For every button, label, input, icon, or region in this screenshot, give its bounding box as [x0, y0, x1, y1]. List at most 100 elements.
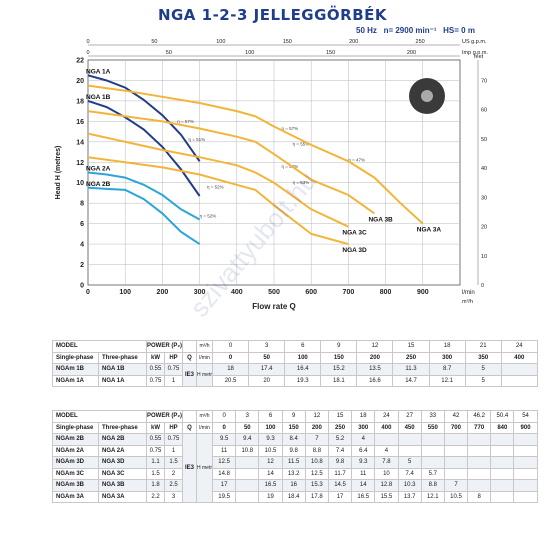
table-header-model: MODEL	[51, 340, 148, 353]
table-cell-three: NGA 3C	[97, 467, 148, 480]
table-header-lmin: l/min	[196, 351, 214, 364]
table-header-power: POWER (P₂)	[146, 410, 184, 423]
table-cell-h: 16.6	[356, 374, 394, 387]
table-header-kw: kW	[146, 421, 166, 434]
top-axis-tick: 150	[283, 39, 292, 45]
series-label: NGA 3A	[417, 227, 442, 234]
x-tick-label: 600	[305, 289, 317, 296]
table-cell-h	[235, 467, 260, 480]
top-axis-tick: 100	[245, 50, 254, 56]
table-cell-kw: 0.55	[146, 363, 166, 376]
table-cell-h: 14.7	[392, 374, 430, 387]
table-cell-h: 10.8	[235, 444, 260, 457]
table-cell-hp: 1	[164, 444, 184, 457]
table-cell-h: 5	[397, 456, 422, 469]
right-axis-tick: 30	[481, 195, 487, 201]
table-cell-h: 8	[467, 490, 492, 503]
table-cell-h: 14	[351, 479, 376, 492]
table-cell-single: NGAm 1B	[52, 363, 99, 376]
table-cell-h: 12.5	[304, 467, 329, 480]
efficiency-label: η = 51%	[188, 137, 205, 142]
table-cell-hp: 3	[164, 490, 184, 503]
table-cell-h	[467, 444, 492, 457]
x-tick-label: 900	[417, 289, 429, 296]
right-axis-tick: 0	[481, 283, 484, 289]
table-cell-h	[443, 433, 469, 446]
table-cell-h: 5.7	[420, 467, 445, 480]
table-header-q-lmin: 100	[284, 351, 322, 364]
right-axis-tick: 50	[481, 137, 487, 143]
table-cell-h: 17	[212, 479, 237, 492]
y-tick-label: 4	[80, 242, 84, 249]
table-cell-h	[467, 433, 492, 446]
table-row: NGAm 3C NGA 3C 1.5 2 14.8 14 13.2 12.5 11.7 11 10 7…	[52, 467, 538, 480]
table-cell-h	[513, 456, 538, 469]
right-unit-label: m³/h	[462, 299, 473, 305]
table-header-q-m3h: 3	[235, 410, 260, 423]
x-tick-label: 500	[268, 289, 280, 296]
table-header-single: Single-phase	[52, 351, 99, 364]
table-cell-h: 9.8	[281, 444, 306, 457]
top-axis-tick: 0	[86, 39, 89, 45]
table-cell-three: NGA 2A	[97, 444, 148, 457]
table-row: NGAm 1A NGA 1A 0.75 1 20.5 20 19.3 18.1 16.6 14.7…	[52, 374, 538, 387]
table-cell-h	[490, 467, 515, 480]
table-header-q-lmin: 200	[356, 351, 394, 364]
y-tick-label: 22	[76, 58, 84, 65]
top-axis-tick: 0	[86, 50, 89, 56]
x-unit-label: l/min	[462, 290, 475, 296]
table-header-q-lmin: 50	[248, 351, 286, 364]
table-cell-single: NGAm 1A	[52, 374, 99, 387]
table-header-q-m3h: 24	[374, 410, 399, 423]
top-axis-label: Imp g.p.m.	[462, 50, 488, 56]
series-label: NGA 3B	[368, 216, 393, 223]
table-header-q-lmin: 900	[513, 421, 538, 434]
table-cell-single: NGAm 3A	[52, 490, 99, 503]
table-header-q-m3h: 9	[281, 410, 306, 423]
table-cell-kw: 0.75	[146, 374, 166, 387]
table-cell-h: 19.3	[284, 374, 322, 387]
x-tick-label: 0	[86, 289, 90, 296]
table-cell-h: 7.4	[397, 467, 422, 480]
chart-subtitle: 50 Hz n= 2900 min⁻¹ HS= 0 m	[356, 26, 475, 35]
table-cell-h	[490, 433, 515, 446]
table-cell-h: 18.4	[281, 490, 306, 503]
table-header-blank	[182, 410, 198, 423]
table-cell-h: 16.5	[351, 490, 376, 503]
table-cell-three: NGA 2B	[97, 433, 148, 446]
table-cell-hp: 1.5	[164, 456, 184, 469]
table-cell-h	[467, 479, 492, 492]
series-label: NGA 1A	[86, 68, 111, 75]
table-cell-h: 10.5	[443, 490, 469, 503]
x-tick-label: 100	[119, 289, 131, 296]
page-title: NGA 1-2-3 JELLEGGÖRBÉK	[157, 6, 388, 24]
table-header-m3h: m³/h	[196, 340, 214, 353]
table-cell-h: 10.5	[258, 444, 283, 457]
table-cell-h	[467, 467, 492, 480]
y-tick-label: 18	[76, 98, 84, 105]
table-cell-h	[490, 490, 515, 503]
top-axis-tick: 50	[166, 50, 172, 56]
series-line	[87, 156, 349, 246]
y-tick-label: 10	[76, 180, 84, 187]
x-tick-label: 400	[231, 289, 243, 296]
y-tick-label: 16	[76, 119, 84, 126]
table-header-q-lmin: 250	[327, 421, 353, 434]
table-cell-h	[513, 467, 538, 480]
table-cell-h: 11	[351, 467, 376, 480]
table-header-q-m3h: 46.2	[467, 410, 492, 423]
series-label: NGA 3C	[342, 230, 367, 237]
table-cell-ie: IE3	[182, 363, 198, 387]
table-cell-h	[443, 444, 469, 457]
table-cell-h: 10	[374, 467, 399, 480]
table-cell-h: 19.5	[212, 490, 237, 503]
table-cell-hp: 1	[164, 374, 184, 387]
table-header-m3h: m³/h	[196, 410, 214, 423]
efficiency-label: η = 57%	[281, 126, 298, 131]
right-axis-tick: 20	[481, 225, 487, 231]
top-axis-tick: 200	[407, 50, 416, 56]
table-row: NGAm 3A NGA 3A 2.2 3 19.5 19 18.4 17.8 17 16.5 15.…	[52, 490, 538, 503]
table-cell-h	[235, 456, 260, 469]
table-cell-h: 9.3	[351, 456, 376, 469]
table-header-q-lmin: 700	[443, 421, 469, 434]
